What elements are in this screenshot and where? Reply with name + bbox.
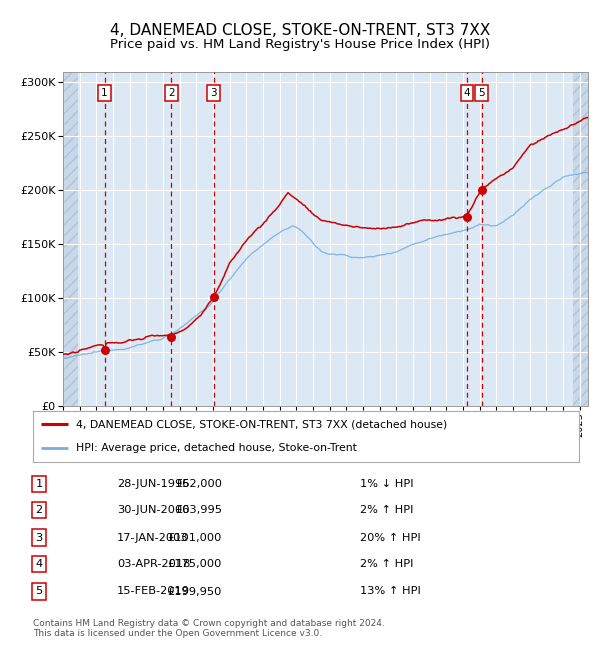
Text: 30-JUN-2000: 30-JUN-2000	[117, 505, 190, 515]
Text: 2% ↑ HPI: 2% ↑ HPI	[360, 559, 413, 569]
Text: 28-JUN-1996: 28-JUN-1996	[117, 479, 190, 489]
Text: 5: 5	[35, 586, 43, 597]
Text: 2: 2	[168, 88, 175, 98]
Text: £63,995: £63,995	[175, 505, 222, 515]
Text: £101,000: £101,000	[167, 532, 222, 543]
Text: Contains HM Land Registry data © Crown copyright and database right 2024.
This d: Contains HM Land Registry data © Crown c…	[33, 619, 385, 638]
Text: 2% ↑ HPI: 2% ↑ HPI	[360, 505, 413, 515]
Text: 2: 2	[35, 505, 43, 515]
Bar	[572, 72, 588, 406]
Text: 1: 1	[35, 479, 43, 489]
Text: 13% ↑ HPI: 13% ↑ HPI	[360, 586, 421, 597]
Bar	[63, 72, 79, 406]
Text: 3: 3	[211, 88, 217, 98]
Text: Price paid vs. HM Land Registry's House Price Index (HPI): Price paid vs. HM Land Registry's House …	[110, 38, 490, 51]
Text: 4, DANEMEAD CLOSE, STOKE-ON-TRENT, ST3 7XX (detached house): 4, DANEMEAD CLOSE, STOKE-ON-TRENT, ST3 7…	[76, 419, 447, 430]
Text: 4: 4	[35, 559, 43, 569]
Text: HPI: Average price, detached house, Stoke-on-Trent: HPI: Average price, detached house, Stok…	[76, 443, 356, 453]
Text: 5: 5	[478, 88, 485, 98]
Text: 17-JAN-2003: 17-JAN-2003	[117, 532, 188, 543]
Text: 4: 4	[464, 88, 470, 98]
Text: 4, DANEMEAD CLOSE, STOKE-ON-TRENT, ST3 7XX: 4, DANEMEAD CLOSE, STOKE-ON-TRENT, ST3 7…	[110, 23, 490, 38]
Text: £52,000: £52,000	[175, 479, 222, 489]
Text: 1: 1	[101, 88, 108, 98]
Text: £199,950: £199,950	[167, 586, 222, 597]
Text: 20% ↑ HPI: 20% ↑ HPI	[360, 532, 421, 543]
Text: 15-FEB-2019: 15-FEB-2019	[117, 586, 190, 597]
Text: 3: 3	[35, 532, 43, 543]
Text: 03-APR-2018: 03-APR-2018	[117, 559, 190, 569]
Text: 1% ↓ HPI: 1% ↓ HPI	[360, 479, 413, 489]
Text: £175,000: £175,000	[167, 559, 222, 569]
